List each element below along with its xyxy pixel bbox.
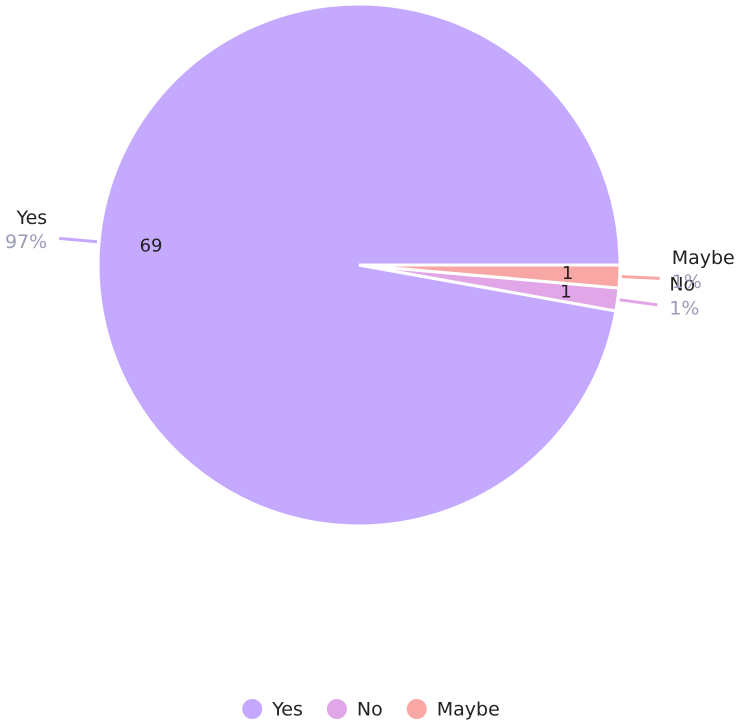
leader-line <box>619 298 658 307</box>
legend-marker <box>406 699 427 719</box>
pie-slice <box>358 263 622 290</box>
data-label: 69 <box>140 236 163 257</box>
legend-label: Yes <box>271 699 303 721</box>
legend-marker <box>242 699 263 719</box>
percent-label: 97% <box>5 231 47 253</box>
slice-label: No <box>669 273 695 295</box>
data-label: 1 <box>562 263 573 284</box>
percent-label: 1% <box>672 271 702 293</box>
leader-line <box>621 275 660 280</box>
legend-label: Maybe <box>437 699 500 721</box>
data-label: 1 <box>560 282 571 303</box>
leader-line <box>59 236 98 244</box>
legend-marker <box>326 699 347 719</box>
legend-label: No <box>357 699 383 721</box>
percent-label: 1% <box>669 297 699 319</box>
slice-label: Yes <box>16 207 48 229</box>
slice-label: Maybe <box>672 247 735 269</box>
